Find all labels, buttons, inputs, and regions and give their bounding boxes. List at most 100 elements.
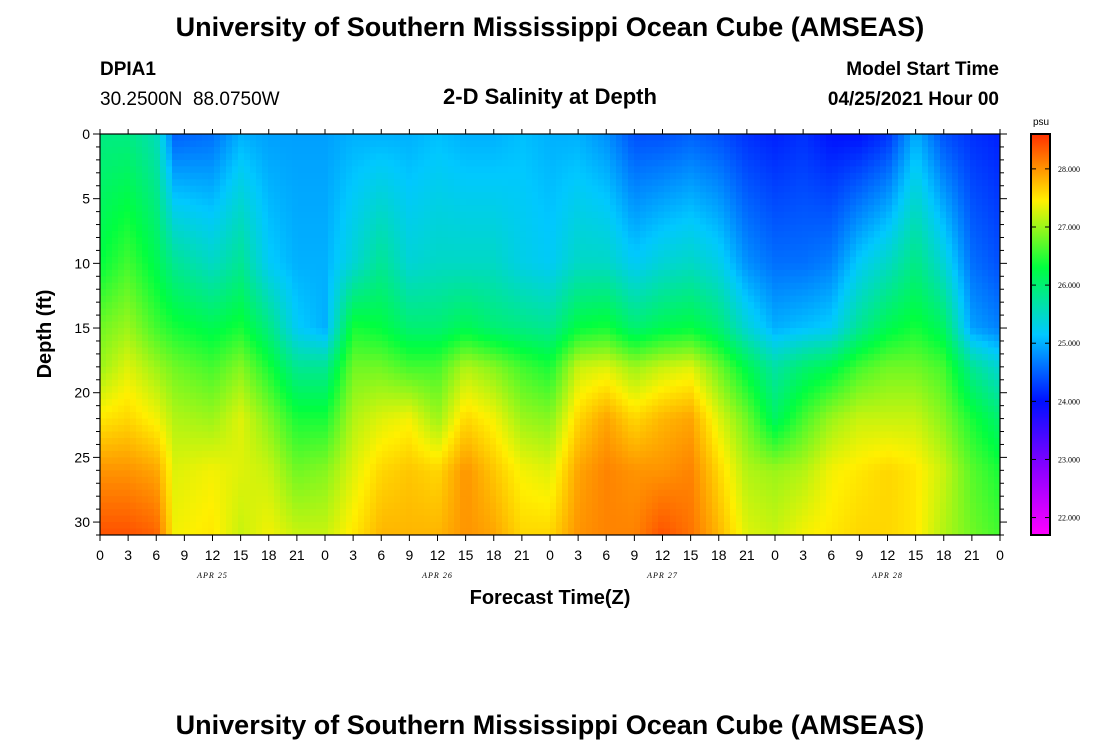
- heatmap-cell: [244, 302, 251, 310]
- heatmap-cell: [136, 437, 143, 446]
- heatmap-cell: [274, 159, 281, 167]
- heatmap-cell: [268, 483, 275, 491]
- heatmap-cell: [286, 476, 293, 484]
- heatmap-cell: [430, 172, 437, 180]
- heatmap-cell: [220, 483, 227, 491]
- heatmap-cell: [442, 366, 449, 374]
- heatmap-cell: [340, 321, 347, 329]
- heatmap-cell: [262, 134, 269, 142]
- heatmap-cell: [406, 250, 413, 258]
- heatmap-cell: [214, 231, 221, 239]
- heatmap-cell: [100, 334, 107, 342]
- heatmap-cell: [304, 450, 311, 458]
- heatmap-cell: [142, 250, 149, 258]
- heatmap-cell: [118, 509, 125, 517]
- heatmap-cell: [208, 263, 215, 271]
- heatmap-cell: [580, 321, 587, 329]
- heatmap-cell: [262, 153, 269, 161]
- heatmap-cell: [232, 483, 239, 491]
- heatmap-cell: [478, 146, 485, 155]
- heatmap-cell: [118, 418, 125, 426]
- heatmap-cell: [190, 483, 197, 491]
- heatmap-cell: [514, 515, 521, 523]
- heatmap-cell: [250, 231, 257, 239]
- heatmap-cell: [142, 483, 149, 491]
- heatmap-cell: [388, 418, 395, 426]
- heatmap-cell: [190, 205, 197, 213]
- heatmap-cell: [484, 211, 491, 219]
- heatmap-cell: [280, 321, 287, 329]
- heatmap-cell: [508, 172, 515, 180]
- heatmap-cell: [220, 386, 227, 394]
- heatmap-cell: [436, 282, 443, 290]
- heatmap-cell: [292, 134, 299, 142]
- heatmap-cell: [550, 476, 557, 484]
- heatmap-cell: [382, 431, 389, 439]
- heatmap-cell: [352, 412, 359, 420]
- heatmap-cell: [220, 425, 227, 433]
- heatmap-cell: [544, 153, 551, 161]
- heatmap-cell: [550, 263, 557, 271]
- heatmap-cell: [106, 153, 113, 161]
- heatmap-cell: [112, 231, 119, 239]
- heatmap-cell: [478, 211, 485, 219]
- heatmap-cell: [460, 231, 467, 239]
- heatmap-cell: [148, 192, 155, 200]
- heatmap-cell: [280, 496, 287, 504]
- heatmap-cell: [190, 431, 197, 439]
- heatmap-cell: [298, 386, 305, 394]
- heatmap-cell: [514, 231, 521, 239]
- heatmap-cell: [214, 353, 221, 361]
- heatmap-cell: [376, 431, 383, 439]
- heatmap-cell: [160, 522, 167, 530]
- heatmap-cell: [508, 243, 515, 252]
- heatmap-cell: [400, 185, 407, 193]
- heatmap-cell: [286, 140, 293, 148]
- heatmap-cell: [184, 211, 191, 219]
- heatmap-cell: [124, 340, 131, 349]
- heatmap-cell: [166, 412, 173, 420]
- heatmap-cell: [400, 218, 407, 226]
- heatmap-cell: [544, 231, 551, 239]
- heatmap-cell: [508, 437, 515, 446]
- heatmap-cell: [466, 192, 473, 200]
- heatmap-cell: [502, 496, 509, 504]
- heatmap-cell: [262, 321, 269, 329]
- heatmap-cell: [514, 218, 521, 226]
- heatmap-cell: [310, 166, 317, 174]
- heatmap-cell: [304, 360, 311, 368]
- heatmap-cell: [574, 483, 581, 491]
- heatmap-cell: [454, 308, 461, 316]
- heatmap-cell: [478, 496, 485, 504]
- heatmap-cell: [334, 405, 341, 413]
- heatmap-cell: [292, 483, 299, 491]
- heatmap-cell: [220, 218, 227, 226]
- heatmap-cell: [262, 392, 269, 400]
- heatmap-cell: [238, 172, 245, 180]
- heatmap-cell: [442, 347, 449, 355]
- heatmap-cell: [478, 360, 485, 368]
- heatmap-cell: [322, 340, 329, 349]
- heatmap-cell: [376, 457, 383, 465]
- heatmap-cell: [436, 159, 443, 167]
- heatmap-cell: [142, 211, 149, 219]
- heatmap-cell: [334, 347, 341, 355]
- heatmap-cell: [514, 476, 521, 484]
- heatmap-cell: [100, 457, 107, 465]
- heatmap-cell: [316, 340, 323, 349]
- heatmap-cell: [508, 134, 515, 142]
- heatmap-cell: [568, 134, 575, 142]
- heatmap-cell: [556, 269, 563, 277]
- heatmap-cell: [436, 347, 443, 355]
- heatmap-cell: [526, 276, 533, 284]
- heatmap-cell: [166, 276, 173, 284]
- heatmap-cell: [130, 205, 137, 213]
- heatmap-cell: [250, 198, 257, 206]
- heatmap-cell: [532, 282, 539, 290]
- heatmap-cell: [412, 321, 419, 329]
- heatmap-cell: [118, 153, 125, 161]
- heatmap-cell: [532, 153, 539, 161]
- heatmap-cell: [304, 425, 311, 433]
- heatmap-cell: [172, 166, 179, 174]
- heatmap-cell: [532, 437, 539, 446]
